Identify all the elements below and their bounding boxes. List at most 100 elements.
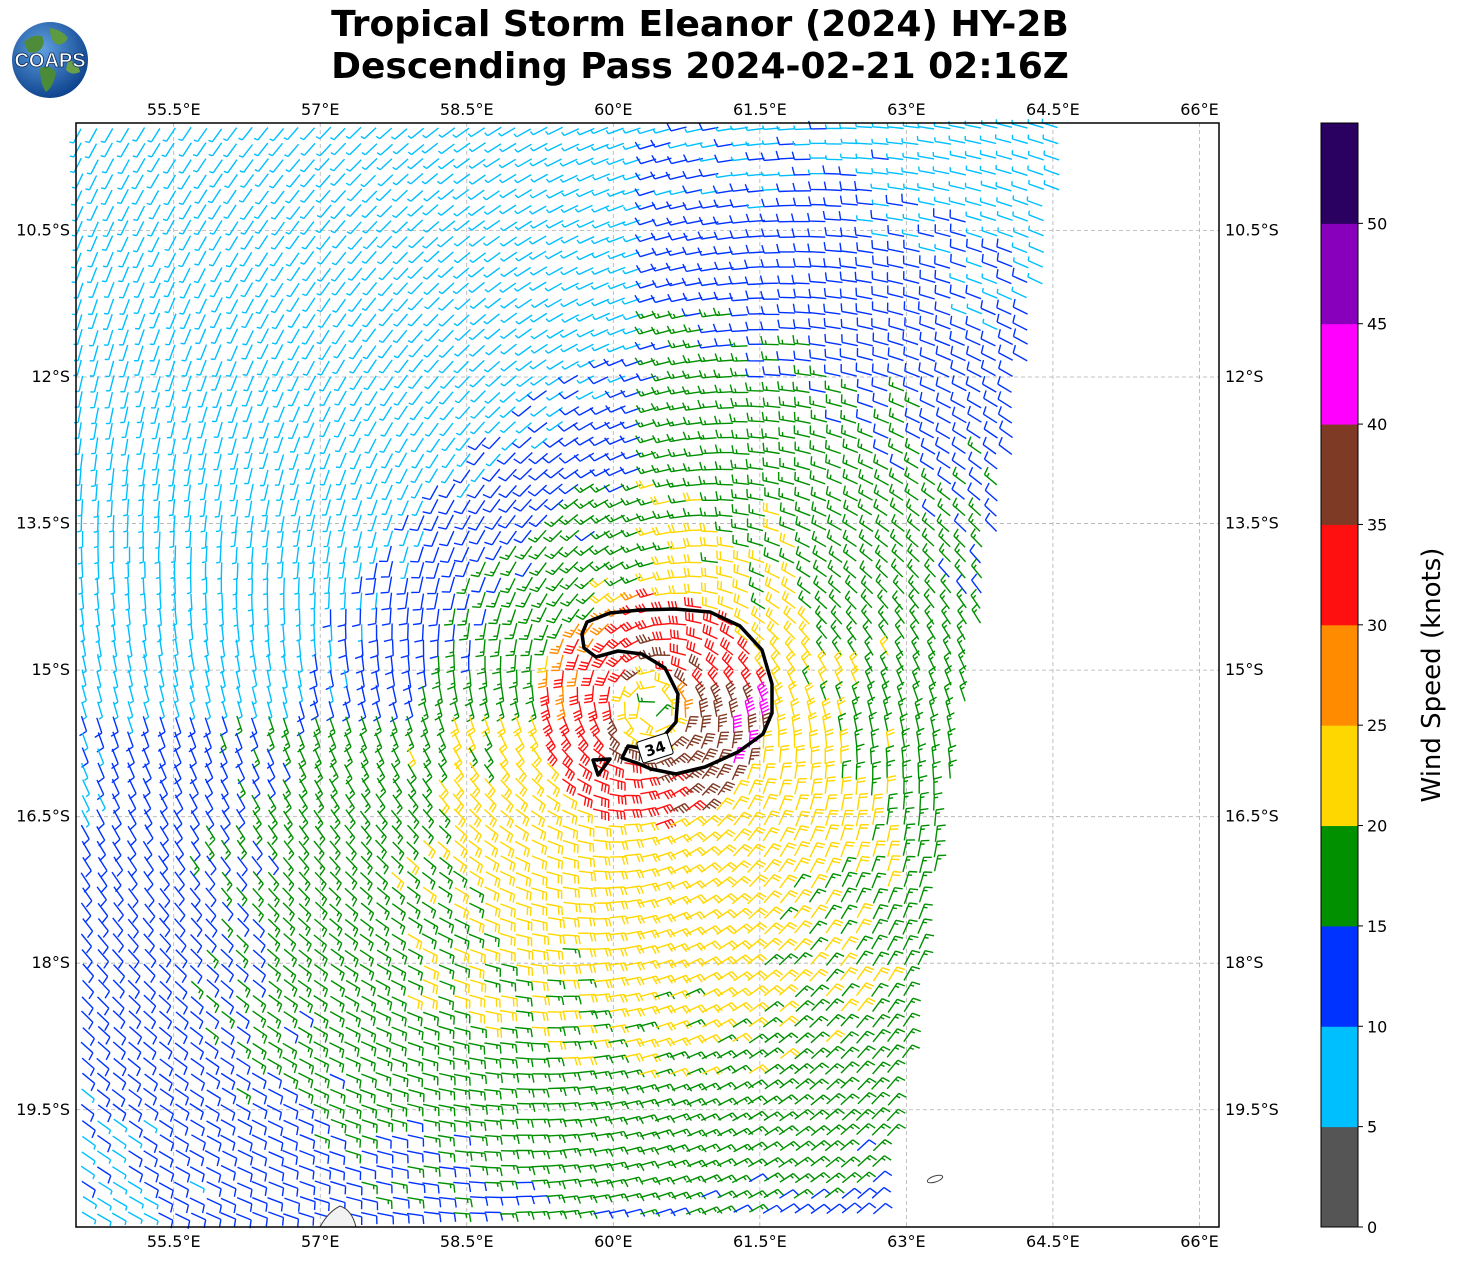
- wind-barb: [544, 282, 563, 292]
- wind-barb: [282, 856, 294, 877]
- wind-barb: [746, 488, 764, 501]
- wind-barb: [97, 872, 108, 893]
- wind-barb: [500, 1103, 519, 1114]
- wind-barb: [407, 1196, 425, 1209]
- wind-barb: [374, 839, 387, 860]
- wind-barb: [261, 547, 268, 565]
- colorbar-tick-label: 40: [1367, 415, 1387, 434]
- wind-barb: [221, 901, 234, 922]
- wind-barb: [515, 886, 532, 901]
- wind-barb: [406, 1119, 424, 1133]
- wind-barb: [199, 500, 207, 518]
- wind-barb: [189, 763, 198, 785]
- wind-barb: [840, 364, 857, 377]
- wind-barb: [190, 841, 201, 862]
- wind-barb: [954, 558, 966, 579]
- wind-barb: [1011, 166, 1028, 177]
- wind-barb: [208, 235, 222, 251]
- wind-barb: [343, 764, 353, 785]
- wind-barb: [775, 183, 795, 193]
- wind-barb: [434, 700, 443, 721]
- wind-barb: [270, 266, 284, 282]
- wind-barb: [594, 779, 610, 794]
- wind-barb: [574, 469, 595, 479]
- wind-barb: [330, 206, 346, 220]
- wind-barb: [812, 559, 827, 578]
- wind-barb: [762, 442, 780, 455]
- wind-barb: [159, 933, 172, 953]
- wind-barb: [697, 277, 718, 287]
- wind-barb: [515, 422, 532, 434]
- wind-barb: [607, 282, 626, 290]
- wind-barb: [236, 1041, 252, 1060]
- wind-barb: [650, 495, 671, 506]
- wind-barb: [841, 871, 858, 888]
- wind-barb: [965, 345, 982, 362]
- wind-barb: [127, 1073, 142, 1093]
- wind-barb: [98, 1181, 113, 1195]
- wind-barb: [530, 437, 548, 449]
- wind-barb: [423, 359, 439, 373]
- wind-barb: [918, 933, 935, 950]
- wind-barb: [559, 561, 579, 574]
- wind-barb: [91, 484, 98, 502]
- wind-barb: [797, 605, 811, 625]
- wind-barb: [393, 344, 409, 359]
- wind-barb: [862, 619, 873, 640]
- wind-barb: [592, 173, 611, 181]
- wind-barb: [392, 142, 409, 155]
- wind-barb: [941, 618, 951, 640]
- wind-barb: [244, 437, 255, 454]
- wind-barb: [825, 485, 842, 502]
- wind-barb: [702, 894, 723, 905]
- wind-barb: [113, 856, 124, 877]
- wind-barb: [732, 1032, 753, 1043]
- wind-barb: [650, 357, 671, 366]
- wind-barb: [654, 671, 671, 686]
- wind-barb: [995, 150, 1013, 160]
- wind-barb: [269, 128, 285, 142]
- wind-barb: [391, 1057, 408, 1072]
- wind-barb: [687, 1159, 708, 1168]
- wind-barb: [146, 173, 160, 189]
- wind-barb: [139, 577, 145, 596]
- wind-barb: [190, 996, 204, 1015]
- wind-barb: [702, 831, 723, 843]
- wind-barb: [244, 467, 253, 485]
- wind-barb: [669, 943, 691, 953]
- wind-barb: [575, 281, 594, 291]
- wind-barb: [500, 1119, 519, 1130]
- wind-barb: [531, 1088, 550, 1098]
- wind-barb: [228, 422, 238, 439]
- wind-barb: [423, 762, 433, 784]
- wind-barb: [778, 427, 796, 439]
- wind-barb: [345, 1026, 361, 1043]
- wind-barb: [855, 776, 866, 795]
- wind-barb: [918, 166, 935, 175]
- wind-barb: [356, 670, 365, 691]
- wind-barb: [396, 484, 409, 501]
- wind-barb: [731, 474, 750, 485]
- wind-barb: [809, 968, 829, 982]
- wind-barb: [651, 247, 672, 256]
- wind-barb: [239, 159, 254, 174]
- wind-barb: [381, 453, 394, 469]
- wind-barb: [314, 158, 330, 171]
- wind-barb: [1027, 256, 1044, 268]
- wind-barb: [334, 406, 347, 423]
- wind-barb: [391, 1026, 408, 1042]
- wind-barb: [623, 1176, 644, 1185]
- wind-barb: [558, 406, 580, 416]
- wind-barb: [970, 588, 981, 609]
- wind-barb: [210, 267, 223, 283]
- wind-barb: [224, 173, 238, 189]
- wind-barb: [422, 1103, 440, 1117]
- wind-barb: [376, 235, 393, 249]
- wind-barb: [376, 1180, 393, 1194]
- wind-barb: [456, 453, 471, 468]
- wind-barb: [559, 593, 579, 607]
- wind-barb: [365, 577, 377, 596]
- wind-barb: [348, 328, 363, 343]
- wind-barb: [158, 1041, 173, 1060]
- wind-barb: [205, 1072, 221, 1090]
